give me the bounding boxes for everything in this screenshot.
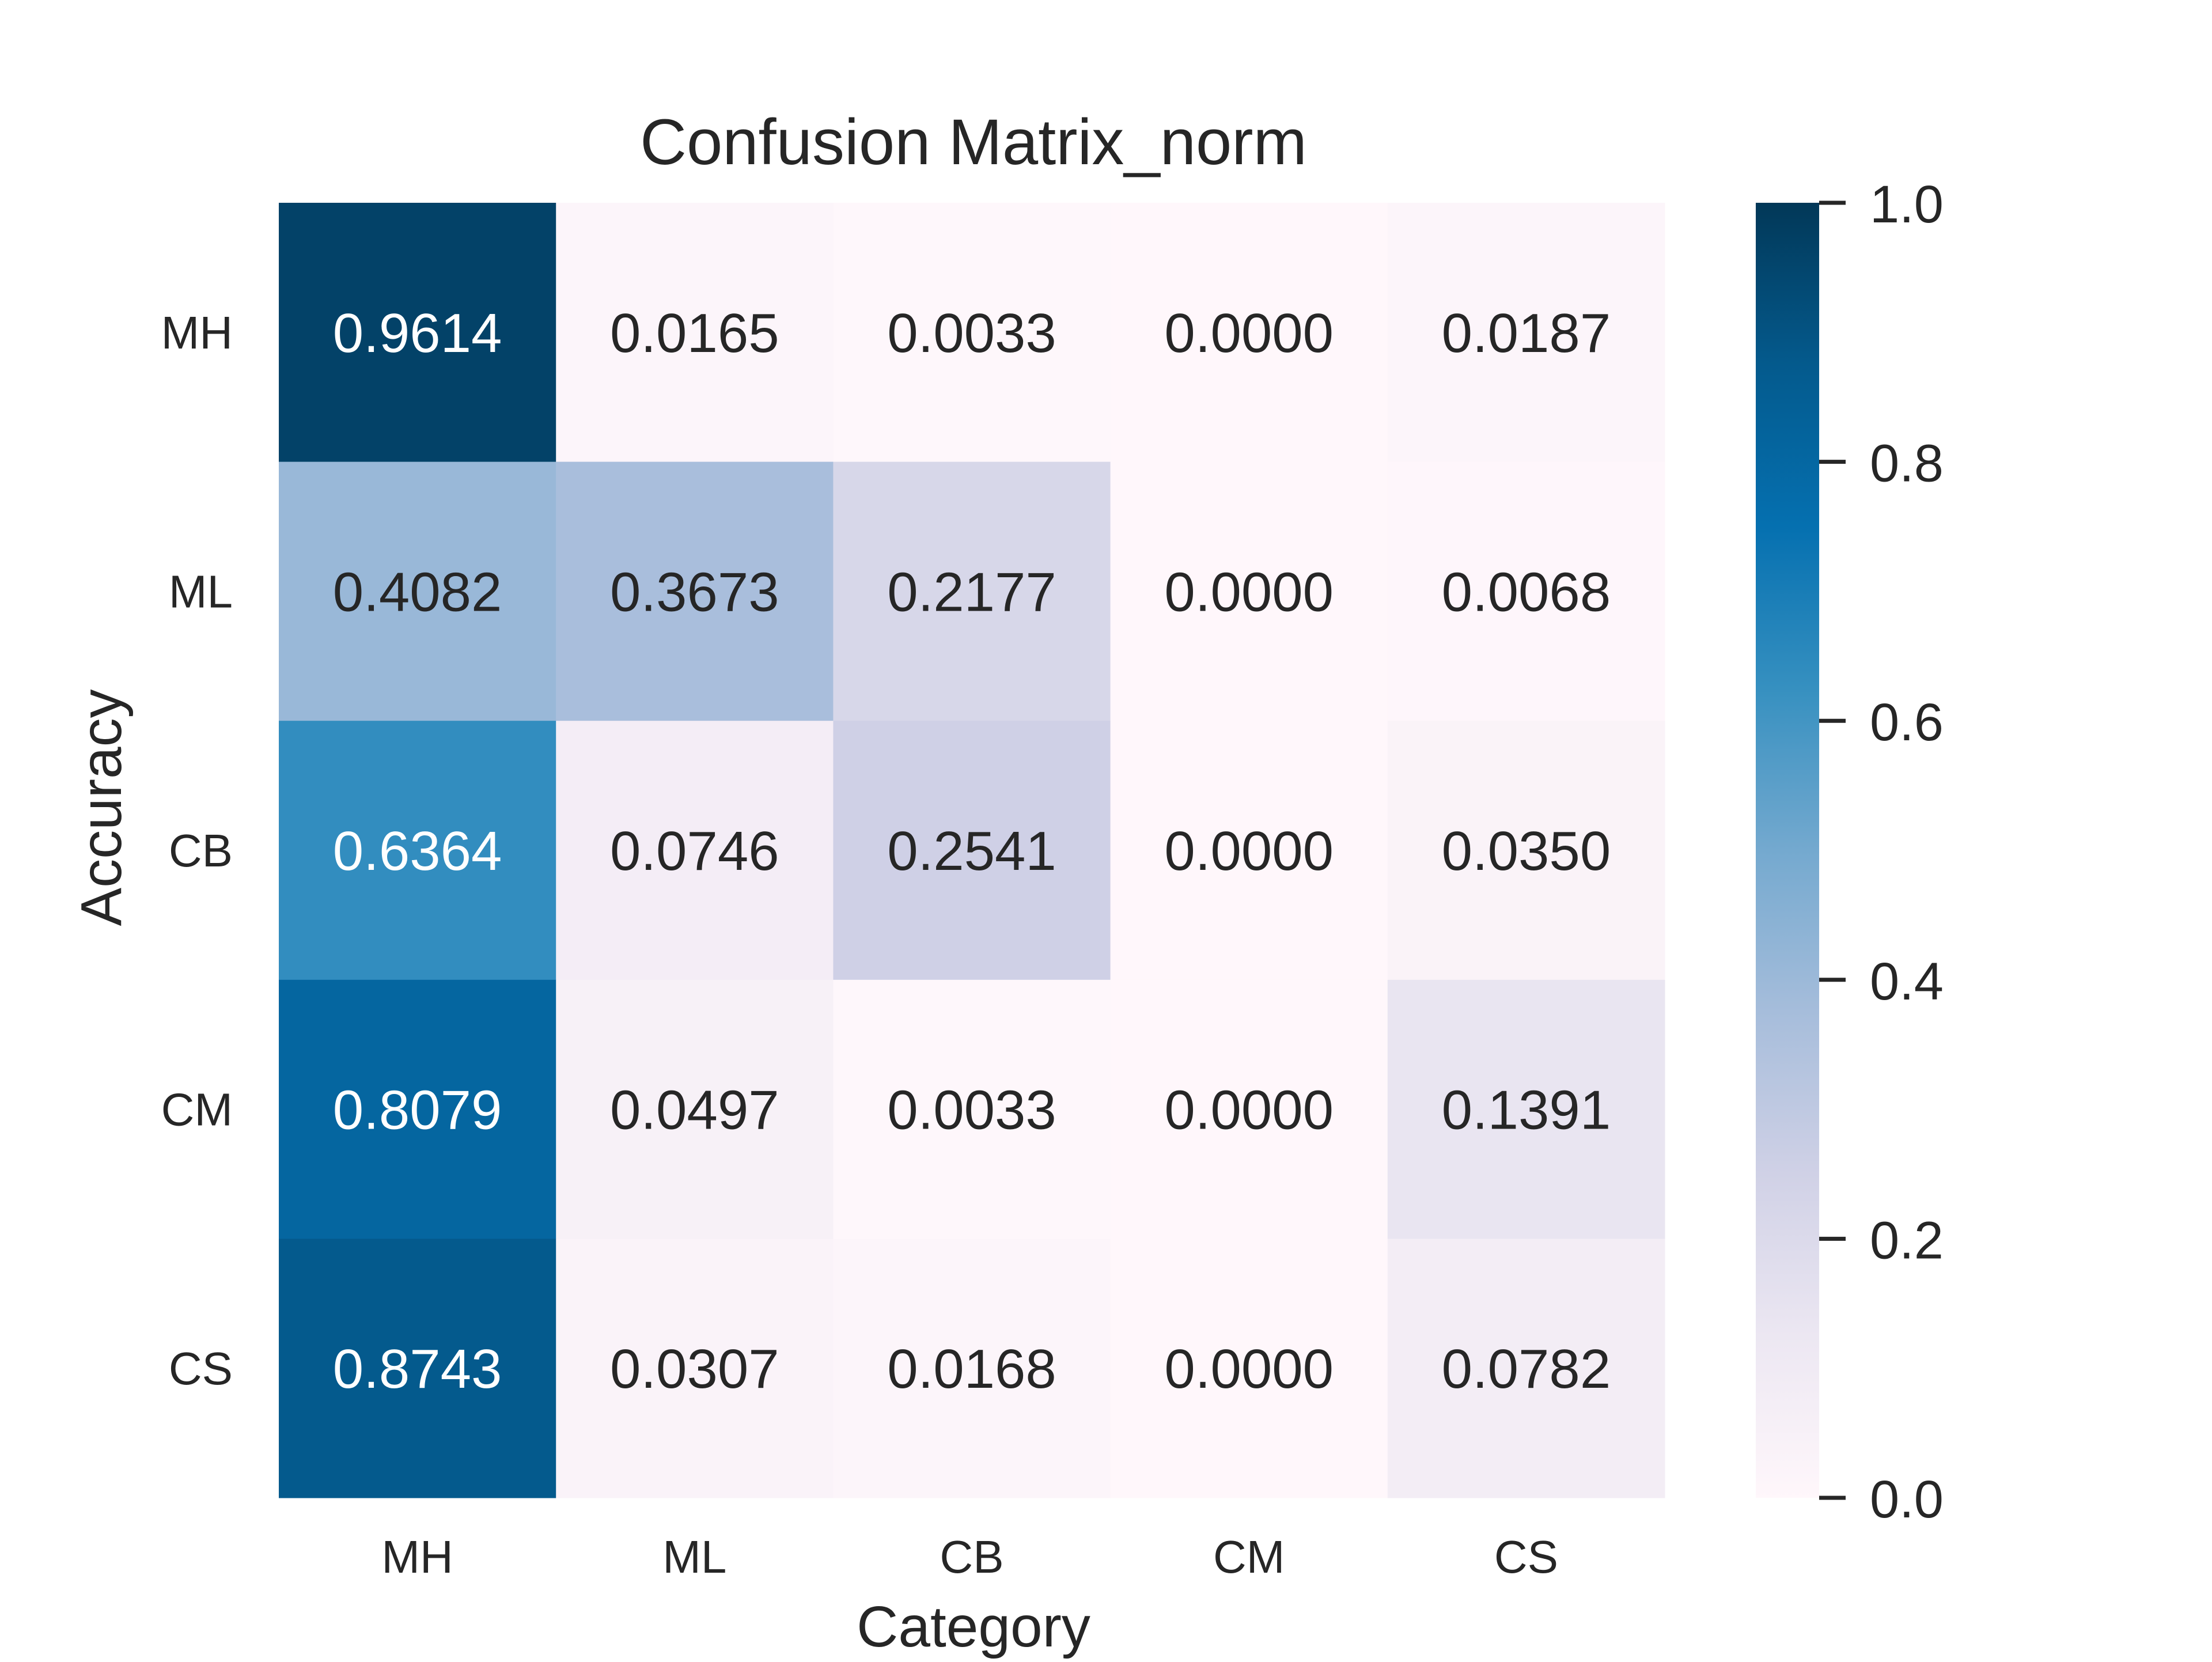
colorbar-tick-label: 0.4 xyxy=(1870,952,1944,1011)
heatmap-cell-mh-cb xyxy=(833,203,1111,463)
colorbar-tick-label: 0.0 xyxy=(1870,1470,1944,1529)
colorbar-tick-label: 0.2 xyxy=(1870,1211,1944,1270)
cell-value-label: 0.0000 xyxy=(1164,820,1334,882)
heatmap-cell-ml-cm xyxy=(1110,461,1388,721)
x-tick-label: ML xyxy=(662,1531,726,1583)
heatmap-cell-cm-cm xyxy=(1110,979,1388,1239)
x-tick-label: CS xyxy=(1494,1531,1558,1583)
heatmap-cell-mh-ml xyxy=(556,203,834,463)
heatmap-cell-cb-cs xyxy=(1387,721,1665,980)
colorbar-tick-label: 0.6 xyxy=(1870,693,1944,752)
cell-value-label: 0.8743 xyxy=(333,1338,502,1400)
heatmap-cell-cb-cm xyxy=(1110,721,1388,980)
y-tick-label: MH xyxy=(161,307,233,358)
heatmap-cell-cs-cs xyxy=(1387,1239,1665,1498)
heatmap-cells xyxy=(279,203,1665,1498)
chart-title: Confusion Matrix_norm xyxy=(640,106,1307,178)
colorbar-ticks: 0.0 0.2 0.4 0.6 0.8 1.0 xyxy=(1819,175,1944,1529)
cell-value-label: 0.0187 xyxy=(1442,302,1611,364)
cell-value-label: 0.2177 xyxy=(887,561,1056,623)
cell-value-label: 0.0033 xyxy=(887,1080,1056,1141)
x-tick-label: CB xyxy=(940,1531,1003,1583)
cell-value-label: 0.0033 xyxy=(887,302,1056,364)
y-tick-label: CB xyxy=(169,825,233,876)
cell-value-label: 0.0000 xyxy=(1164,561,1334,623)
cell-value-label: 0.4082 xyxy=(333,561,502,623)
y-tick-label: CS xyxy=(169,1343,233,1394)
cell-value-label: 0.0000 xyxy=(1164,1080,1334,1141)
heatmap-cell-cs-cm xyxy=(1110,1239,1388,1498)
heatmap-cell-cs-mh xyxy=(279,1239,556,1498)
x-axis-label: Category xyxy=(857,1595,1090,1659)
cell-value-label: 0.1391 xyxy=(1442,1080,1611,1141)
cell-value-label: 0.0350 xyxy=(1442,820,1611,882)
heatmap-cell-ml-ml xyxy=(556,461,834,721)
heatmap-cell-mh-mh xyxy=(279,203,556,463)
cell-value-label: 0.0165 xyxy=(610,302,779,364)
heatmap-cell-cb-mh xyxy=(279,721,556,980)
cell-value-label: 0.0782 xyxy=(1442,1338,1611,1400)
y-tick-label: CM xyxy=(161,1084,233,1135)
cell-value-label: 0.0307 xyxy=(610,1338,779,1400)
cell-value-label: 0.2541 xyxy=(887,820,1056,882)
y-tick-label: ML xyxy=(169,566,233,617)
heatmap-cell-cb-cb xyxy=(833,721,1111,980)
y-tick-labels: MH ML CB CM CS xyxy=(161,307,233,1394)
heatmap-cell-cm-ml xyxy=(556,979,834,1239)
heatmap-cell-ml-mh xyxy=(279,461,556,721)
cell-value-label: 0.0068 xyxy=(1442,561,1611,623)
heatmap-cell-cs-ml xyxy=(556,1239,834,1498)
cell-value-label: 0.0000 xyxy=(1164,302,1334,364)
cell-value-label: 0.8079 xyxy=(333,1080,502,1141)
heatmap-cell-ml-cs xyxy=(1387,461,1665,721)
cell-value-label: 0.6364 xyxy=(333,820,502,882)
heatmap-cell-mh-cs xyxy=(1387,203,1665,463)
cell-value-label: 0.0168 xyxy=(887,1338,1056,1400)
cell-value-labels: 0.9614 0.0165 0.0033 0.0000 0.0187 0.4082 0.36… xyxy=(333,302,1611,1400)
heatmap-cell-cm-cs xyxy=(1387,979,1665,1239)
cell-value-label: 0.0746 xyxy=(610,820,779,882)
heatmap-cell-cb-ml xyxy=(556,721,834,980)
x-tick-label: MH xyxy=(381,1531,453,1583)
heatmap-cell-cs-cb xyxy=(833,1239,1111,1498)
x-tick-labels: MH ML CB CM CS xyxy=(381,1531,1558,1583)
colorbar-tick-label: 0.8 xyxy=(1870,434,1944,493)
cell-value-label: 0.0000 xyxy=(1164,1338,1334,1400)
colorbar-tick-label: 1.0 xyxy=(1870,175,1944,234)
heatmap-cell-mh-cm xyxy=(1110,203,1388,463)
cell-value-label: 0.9614 xyxy=(333,302,502,364)
cell-value-label: 0.3673 xyxy=(610,561,779,623)
cell-value-label: 0.0497 xyxy=(610,1080,779,1141)
heatmap-cell-ml-cb xyxy=(833,461,1111,721)
y-axis-label: Accuracy xyxy=(69,689,134,926)
heatmap-cell-cm-cb xyxy=(833,979,1111,1239)
x-tick-label: CM xyxy=(1213,1531,1285,1583)
heatmap-cell-cm-mh xyxy=(279,979,556,1239)
colorbar xyxy=(1756,203,1819,1498)
